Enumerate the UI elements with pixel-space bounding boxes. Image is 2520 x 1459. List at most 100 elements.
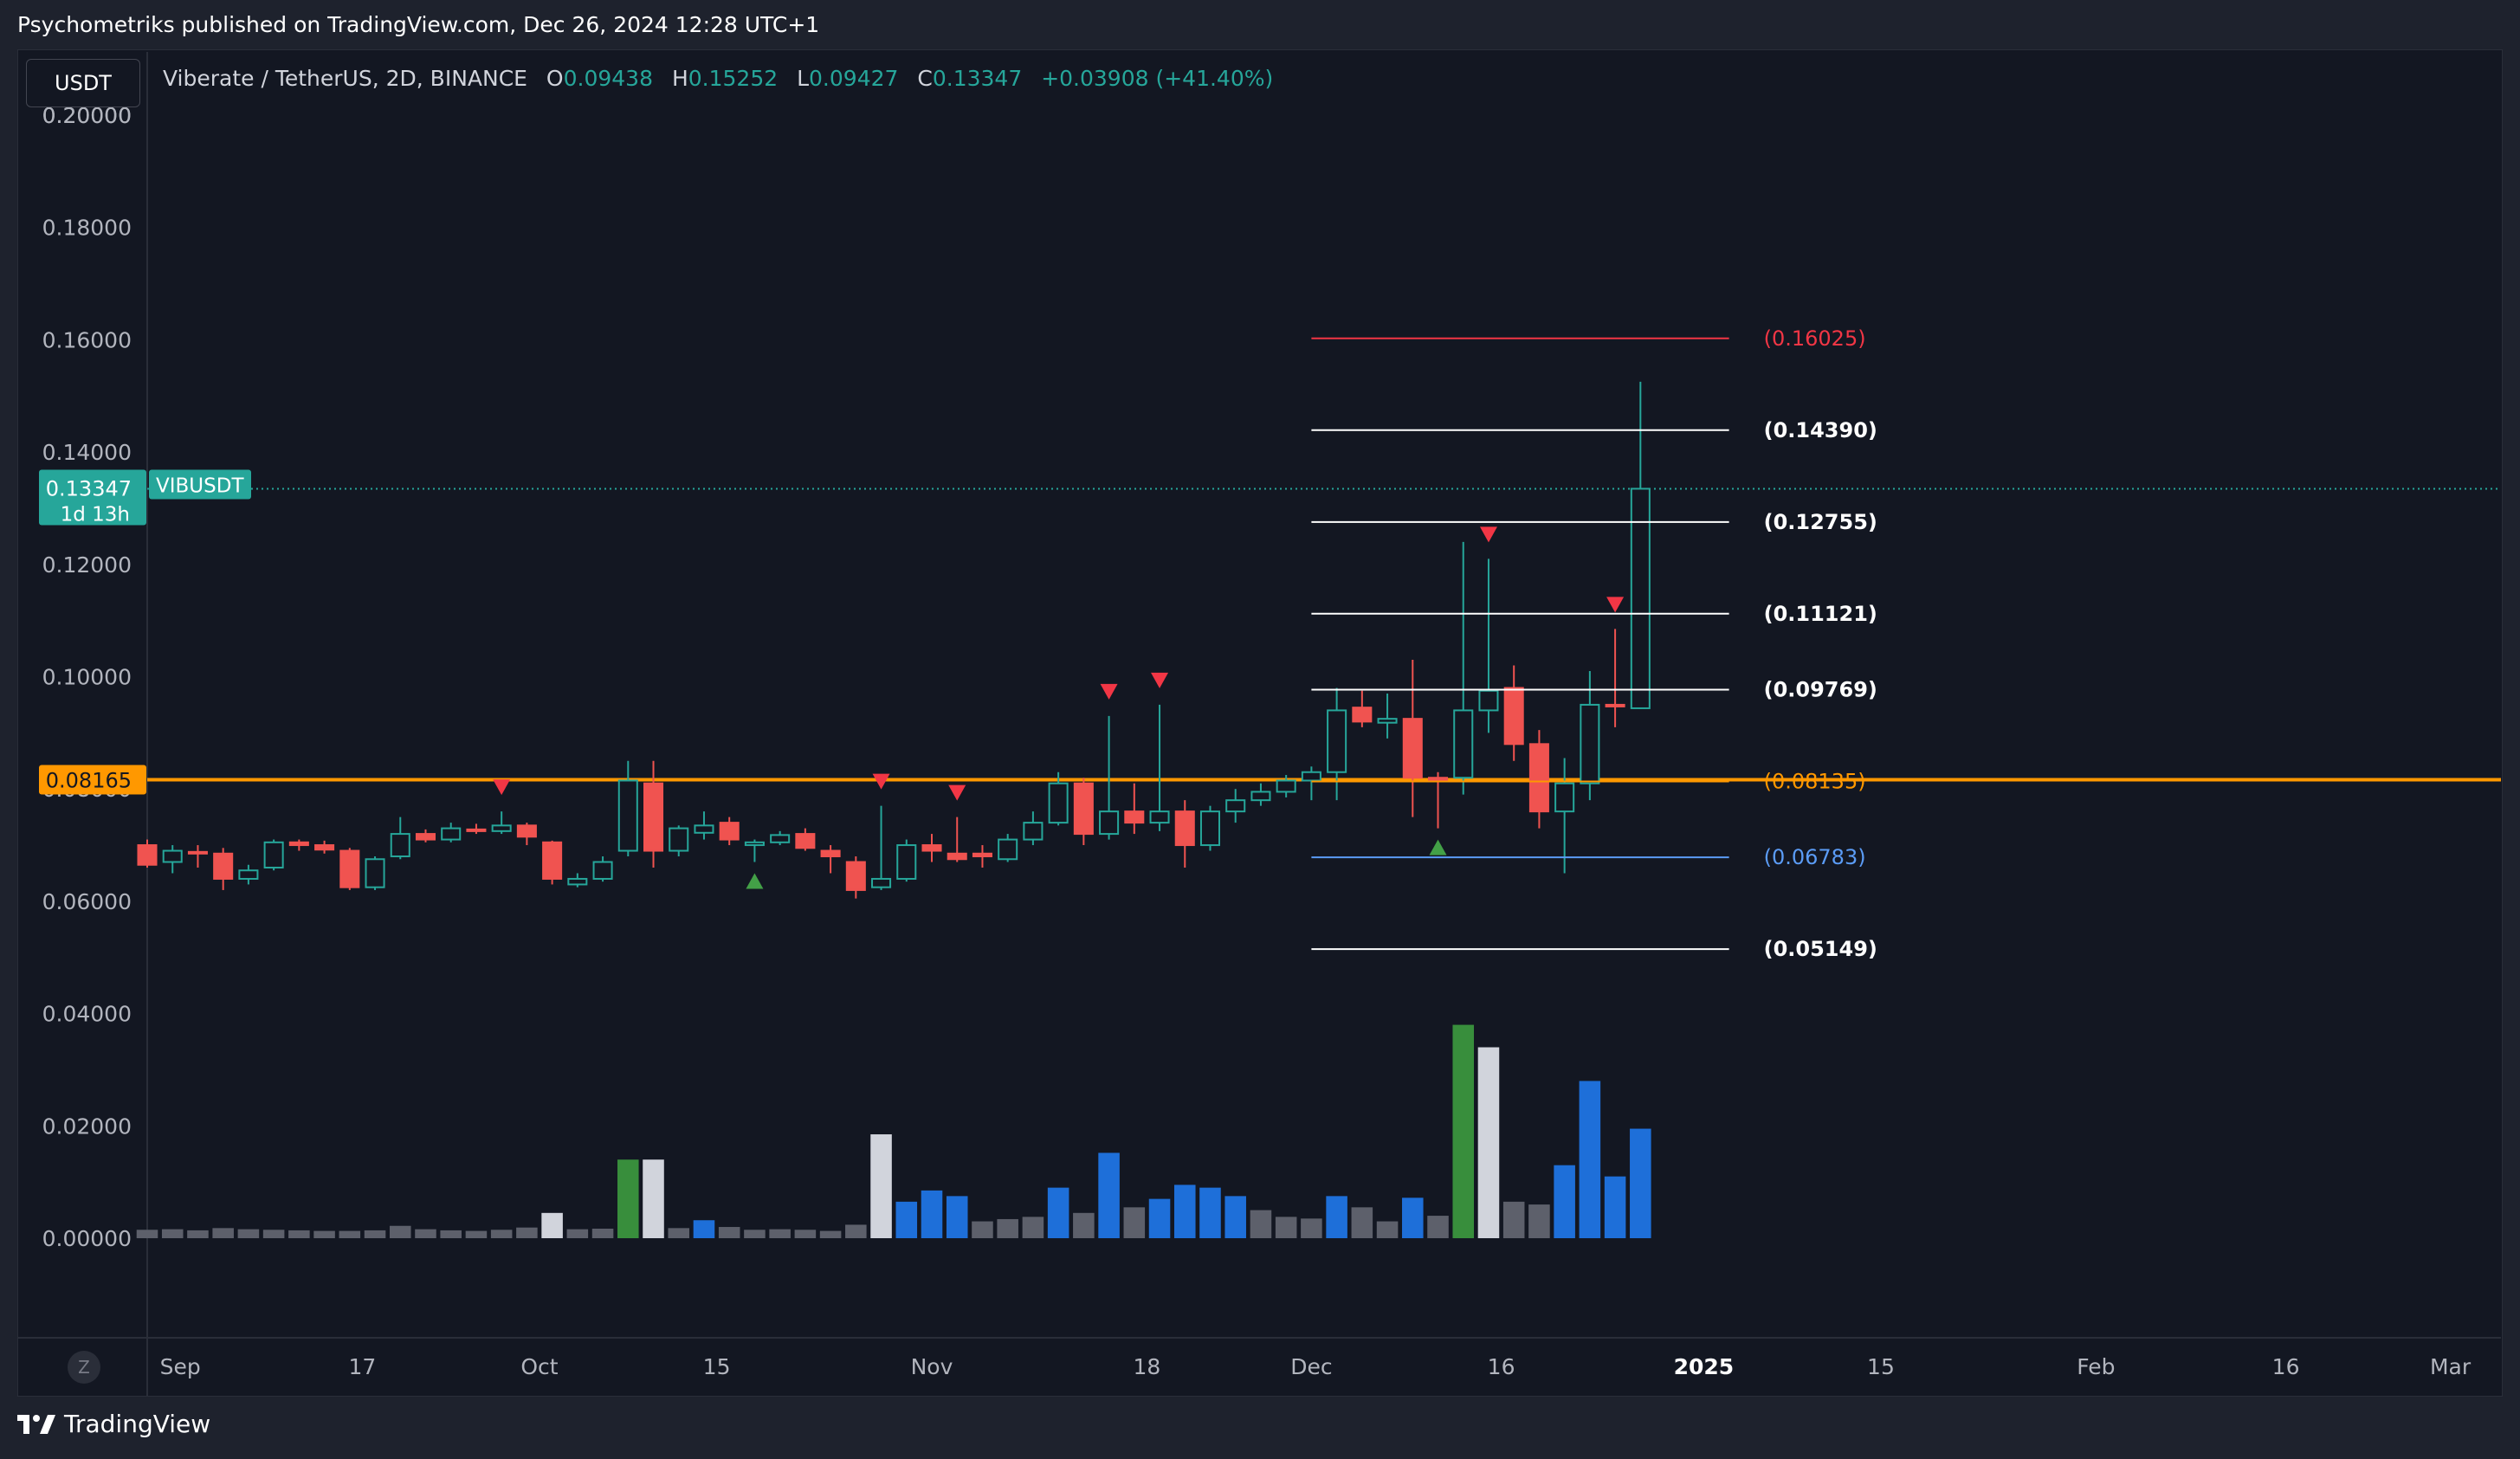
volume-bar [1301,1218,1322,1238]
y-tick-label: 0.00000 [42,1226,132,1251]
candle-body [1453,709,1474,779]
tradingview-logo-icon [17,1414,55,1434]
y-tick-label: 0.14000 [42,440,132,465]
tradingview-brand-label: TradingView [64,1410,211,1438]
volume-bar [1022,1217,1044,1238]
sell-signal-icon [1151,672,1169,688]
symbol-legend[interactable]: Viberate / TetherUS, 2D, BINANCE O0.0943… [163,66,1273,91]
candle-body [896,844,917,880]
sell-signal-icon [1606,597,1625,613]
x-tick-label: Mar [2430,1354,2472,1379]
high-value: 0.15252 [688,66,779,91]
candle-body [516,824,537,838]
fib-level-label: (0.05149) [1764,937,1877,961]
volume-bar [1630,1128,1651,1238]
volume-bar [617,1159,639,1238]
candle-body [542,841,563,880]
currency-selector[interactable]: USDT [26,59,140,107]
last-price-tag [39,469,146,526]
volume-bar [313,1230,335,1238]
candle-body [187,850,208,855]
candle-body [441,827,462,841]
candle-body [1402,718,1423,779]
volume-bar [794,1230,817,1238]
candle-body [1149,810,1170,824]
x-tick-label: 16 [2272,1354,2300,1379]
volume-bar [1326,1196,1347,1238]
candle-body [998,838,1018,861]
candle-body [770,834,791,843]
candle-body [1023,822,1044,841]
volume-bar [895,1201,918,1238]
volume-bar [1224,1196,1246,1238]
volume-bar [339,1230,361,1238]
zoom-reset-button[interactable]: Z [68,1351,100,1384]
x-tick-label: 17 [349,1354,377,1379]
volume-bar [1604,1176,1626,1238]
x-tick-label: Sep [160,1354,201,1379]
candle-body [1427,777,1449,782]
high-label: H [671,66,688,91]
countdown-timer: 1d 13h [61,503,130,526]
open-label: O [546,66,564,91]
candle-body [1225,799,1246,813]
volume-bar [744,1230,766,1238]
low-label: L [797,66,810,91]
candle-body [1554,782,1575,813]
volume-bar [1250,1210,1272,1238]
candle-body [1327,709,1347,773]
candle-body [1276,779,1296,793]
volume-bar [1402,1198,1424,1238]
candle-body [1073,782,1094,836]
candle-body [592,861,613,880]
volume-bar [693,1220,715,1238]
volume-bar [1376,1221,1399,1238]
y-tick-label: 0.02000 [42,1114,132,1139]
volume-bar [845,1224,867,1238]
candle-body [947,852,967,861]
y-tick-label: 0.16000 [42,327,132,352]
volume-bar [1528,1204,1550,1238]
candle-body [1352,707,1373,723]
volume-bar [288,1230,310,1238]
buy-signal-icon [1429,839,1447,855]
volume-bar [1123,1207,1146,1238]
volume-bar [415,1229,436,1238]
candle-body [1301,771,1321,782]
volume-bar [1199,1187,1221,1238]
candle-body [162,849,183,863]
candle-body [466,828,487,832]
candle-body [1199,810,1221,847]
fib-level-label: (0.14390) [1764,418,1877,442]
candle-body [314,844,335,851]
x-tick-label: Feb [2077,1354,2115,1379]
change-value: +0.03908 (+41.40%) [1041,66,1274,91]
volume-bar [1452,1024,1475,1238]
volume-bar [440,1230,462,1238]
sell-signal-icon [493,779,511,796]
x-tick-label: 18 [1134,1354,1161,1379]
candle-body [1605,703,1625,707]
volume-bar [490,1230,513,1238]
footer-brand[interactable]: TradingView [17,1410,210,1438]
volume-bar [1427,1216,1449,1238]
x-tick-label: 2025 [1674,1354,1735,1379]
volume-bar [237,1229,260,1238]
volume-bar [668,1228,690,1238]
candle-body [567,877,588,886]
symbol-title: Viberate / TetherUS, 2D, BINANCE [163,66,527,91]
candle-body [921,844,942,852]
volume-bar [1073,1212,1095,1238]
candle-body [719,822,740,841]
volume-bar [262,1230,285,1238]
fib-level-label: (0.16025) [1764,326,1866,351]
candle-body [238,869,259,880]
volume-bar [997,1218,1018,1238]
chart-frame[interactable] [17,49,2503,1397]
candle-body [820,849,841,858]
symbol-tag [149,469,251,500]
volume-bar [364,1230,386,1238]
level-price-value: 0.08165 [46,768,132,792]
publisher-header: Psychometriks published on TradingView.c… [17,12,820,37]
